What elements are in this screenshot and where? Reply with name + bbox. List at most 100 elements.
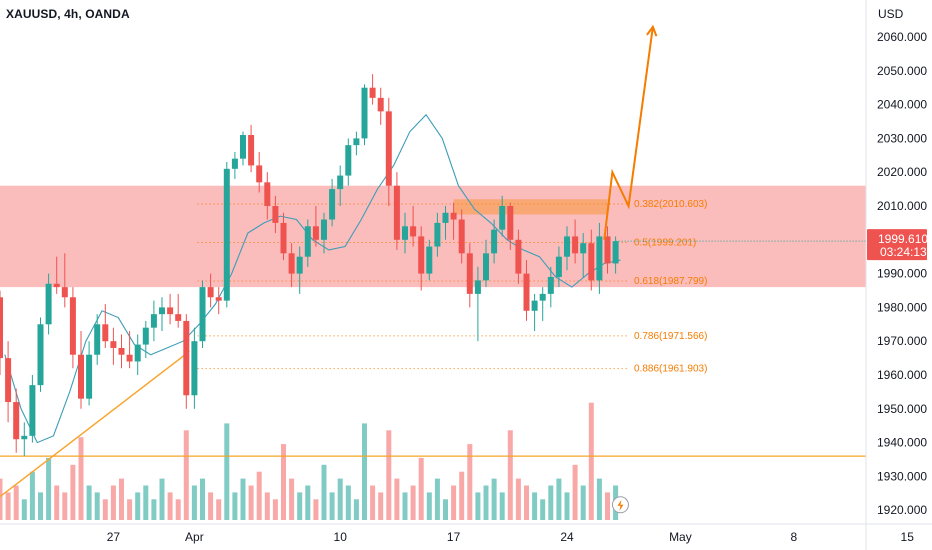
candle: [61, 287, 68, 298]
volume-bar: [532, 492, 538, 520]
time-tick: May: [669, 530, 692, 544]
candle: [426, 246, 433, 274]
candle: [0, 297, 3, 359]
price-tick: 1920.000: [877, 503, 927, 517]
volume-bar: [119, 478, 124, 520]
volume-bar: [443, 499, 448, 520]
volume-bar: [321, 464, 327, 520]
volume-bar: [13, 485, 19, 520]
candle: [555, 256, 562, 277]
volume-bar: [305, 485, 311, 520]
volume-bar: [580, 485, 586, 520]
volume-bar: [434, 478, 440, 520]
volume-bar: [224, 423, 230, 520]
candle: [167, 307, 174, 315]
candle: [69, 297, 76, 355]
candle: [596, 236, 603, 281]
volume-bar: [345, 485, 351, 520]
volume-bar: [483, 485, 489, 520]
candle: [418, 236, 425, 274]
candle: [434, 222, 441, 247]
time-tick: 24: [560, 530, 574, 544]
candle: [264, 182, 271, 206]
volume-bar: [491, 478, 497, 520]
volume-bar: [208, 492, 214, 520]
candle: [612, 241, 619, 264]
volume-bar: [38, 492, 43, 520]
volume-bar: [467, 444, 473, 520]
candle: [515, 239, 522, 274]
volume-bar: [0, 478, 3, 520]
fib-layer: 0.382(2010.603) 0.5(1999.201) 0.618(1987.7…: [197, 199, 707, 375]
volume-bar: [297, 492, 303, 520]
price-tick: 1930.000: [877, 469, 927, 483]
price-tick: 2020.000: [877, 165, 927, 179]
volume-bar: [216, 499, 222, 520]
symbol-label[interactable]: XAUUSD, 4h, OANDA: [6, 7, 130, 21]
candle: [483, 253, 489, 281]
volume-bar: [499, 492, 505, 520]
last-price-tag: [867, 229, 927, 261]
candle: [45, 283, 52, 325]
candle: [321, 219, 327, 240]
volume-bar: [337, 478, 343, 520]
fib-label: 0.382(2010.603): [634, 199, 707, 210]
volume-bar: [143, 485, 149, 520]
volume-bar: [264, 492, 270, 520]
volume-bar: [21, 499, 27, 520]
resistance-zone: [0, 185, 866, 288]
volume-bar: [394, 478, 400, 520]
candle: [94, 324, 101, 355]
candle: [191, 341, 198, 396]
candle: [442, 212, 449, 223]
trendline: [0, 350, 190, 498]
candle: [21, 435, 28, 440]
volume-bar: [289, 478, 295, 520]
fib-label: 0.618(1987.799): [634, 276, 707, 287]
volume-bar: [572, 464, 578, 520]
candle: [604, 236, 611, 264]
candle: [29, 385, 36, 436]
volume-bar: [5, 492, 11, 520]
price-axis[interactable]: 1920.000 1930.000 1940.000 1950.000 1960.000…: [865, 0, 928, 550]
volume-bar: [313, 499, 319, 520]
volume-bar: [281, 444, 286, 520]
candle: [450, 212, 457, 220]
time-axis[interactable]: 27 Apr 10 17 24 May 8 15: [0, 523, 932, 544]
fib-label: 0.886(1961.903): [634, 364, 707, 375]
volume-bar: [127, 499, 133, 520]
volume-bar: [256, 471, 262, 520]
volume-bar: [102, 499, 108, 520]
lines-layer: [0, 113, 866, 498]
candle: [126, 354, 133, 362]
candle: [345, 145, 352, 176]
resistance-zone-layer: [0, 185, 866, 288]
price-tick: 1980.000: [877, 300, 927, 314]
volume-bar: [507, 430, 513, 520]
candle: [110, 341, 117, 348]
candle: [134, 344, 141, 362]
candle: [37, 324, 44, 386]
volume-bar: [191, 485, 197, 520]
candle: [353, 138, 360, 146]
candle: [474, 280, 481, 294]
candle: [580, 243, 587, 254]
price-tick: 2040.000: [877, 98, 927, 112]
candle: [5, 358, 12, 403]
candle: [466, 253, 473, 294]
candle: [223, 168, 230, 301]
last-price-value: 1999.610: [878, 232, 928, 246]
candle: [175, 314, 182, 321]
candles-layer: [0, 74, 619, 457]
candle: [304, 226, 311, 257]
candle: [288, 253, 295, 274]
candle: [337, 175, 344, 190]
candle: [118, 347, 125, 355]
volume-bar: [272, 499, 278, 520]
volume-bar: [515, 478, 521, 520]
candle: [588, 243, 595, 281]
candle: [385, 111, 392, 186]
candle: [458, 219, 465, 254]
candle: [256, 165, 263, 183]
